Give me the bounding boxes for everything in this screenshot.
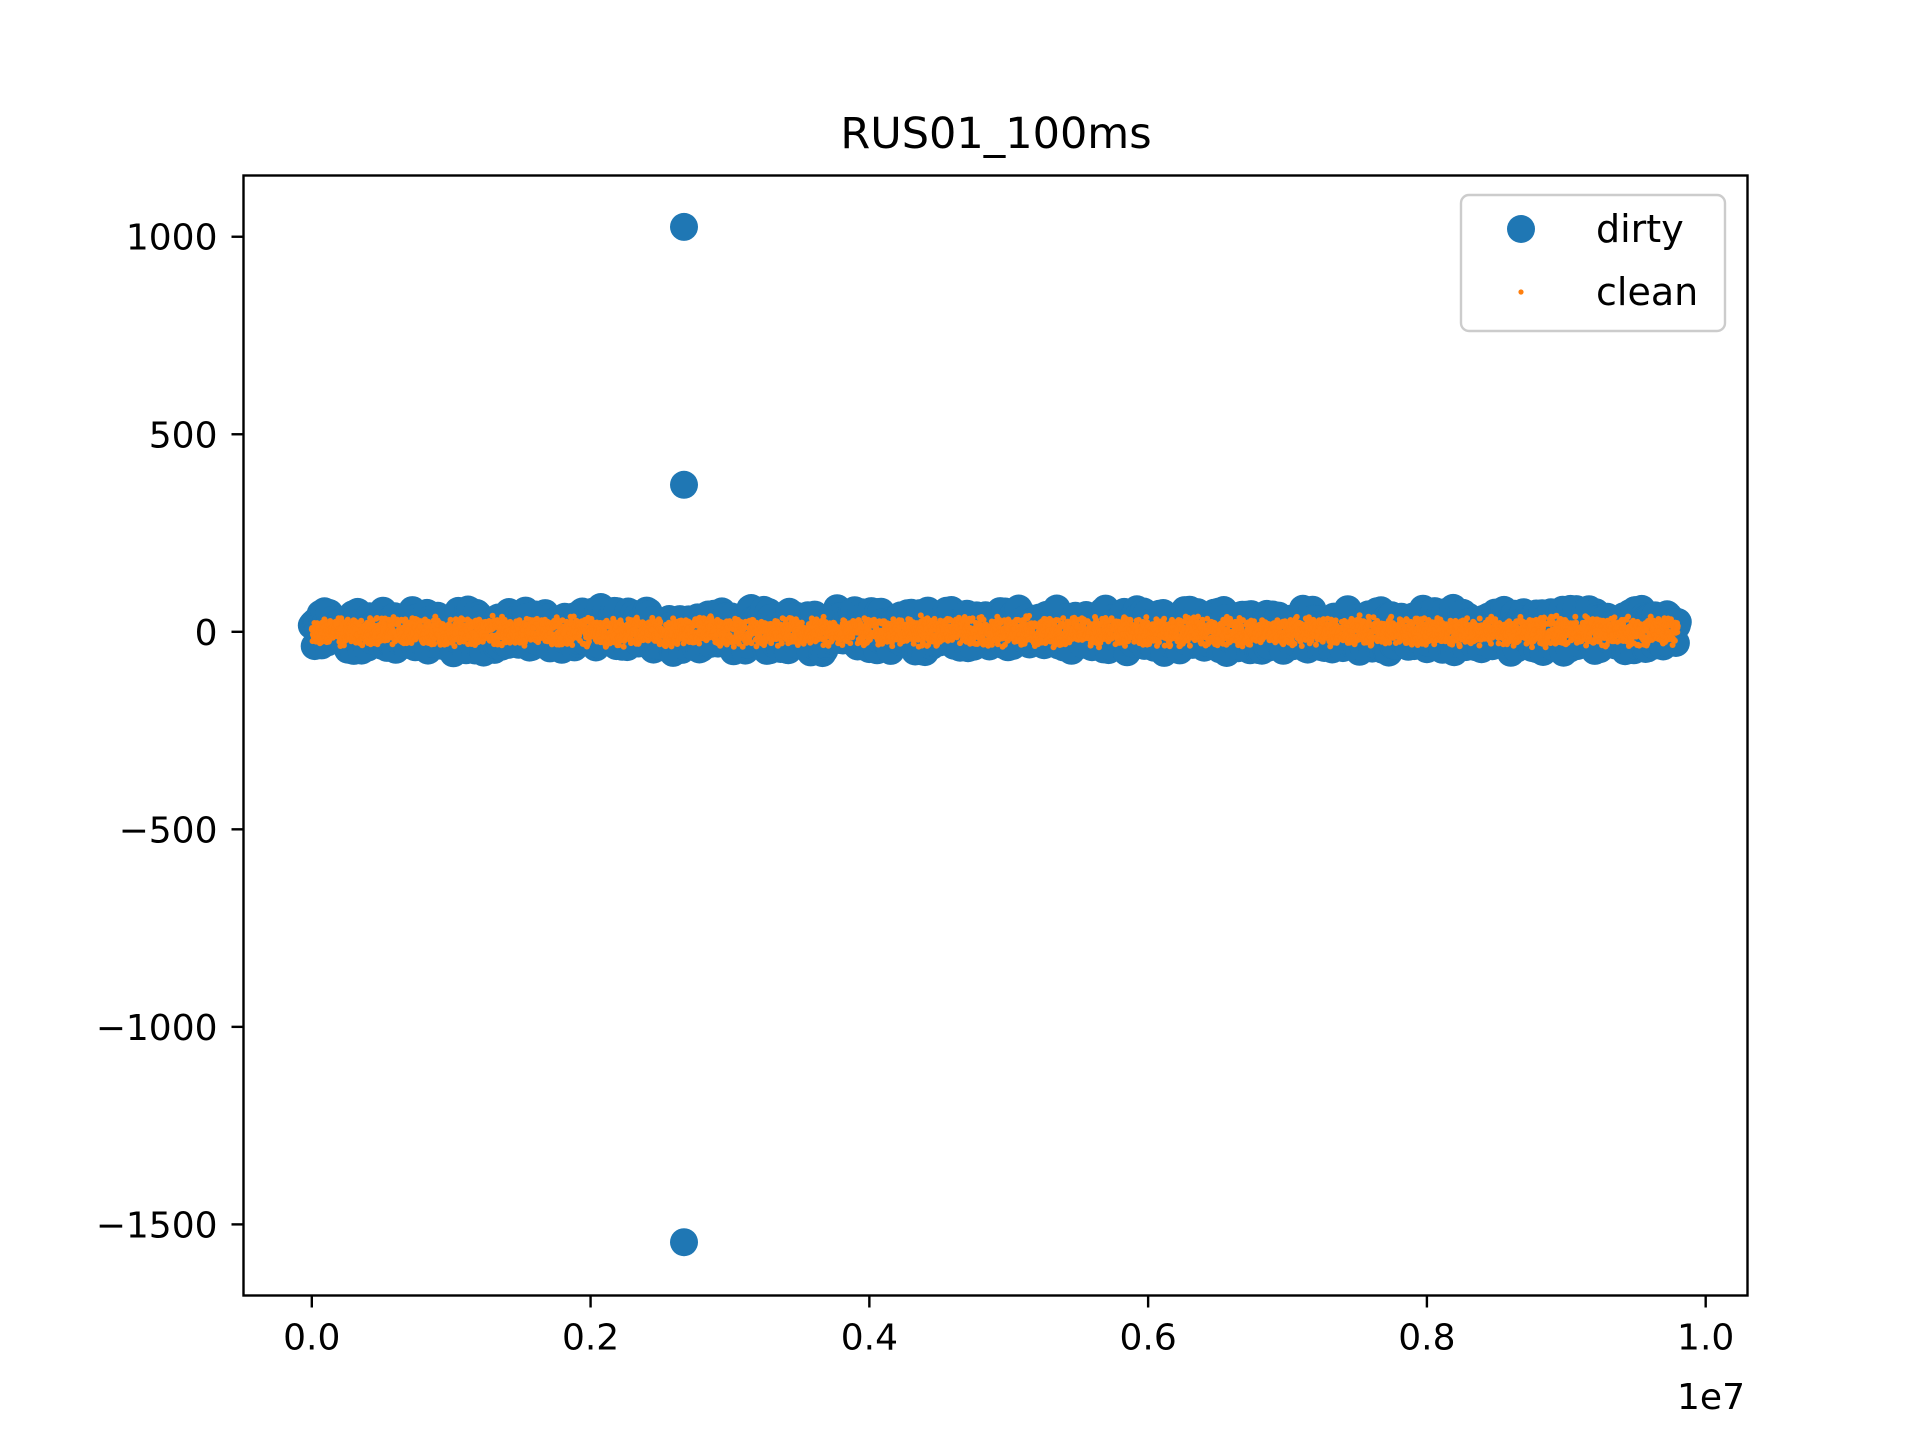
point-clean bbox=[889, 643, 896, 650]
point-clean bbox=[730, 643, 737, 650]
point-clean bbox=[570, 613, 577, 620]
point-clean bbox=[569, 642, 576, 648]
point-clean bbox=[444, 640, 451, 647]
point-clean bbox=[601, 627, 608, 634]
point-dirty-outlier bbox=[670, 470, 698, 499]
point-clean bbox=[1186, 642, 1193, 649]
point-clean bbox=[374, 615, 380, 621]
point-clean bbox=[338, 615, 345, 622]
data-layer bbox=[297, 212, 1692, 1257]
point-clean bbox=[685, 618, 692, 625]
point-clean bbox=[748, 640, 755, 647]
point-clean bbox=[1161, 615, 1168, 622]
point-clean bbox=[586, 638, 592, 645]
point-clean bbox=[548, 641, 555, 648]
point-clean bbox=[451, 643, 458, 650]
point-clean bbox=[321, 617, 328, 624]
point-dirty-outlier bbox=[670, 212, 698, 241]
point-clean bbox=[340, 642, 347, 649]
point-clean bbox=[847, 640, 854, 647]
point-clean bbox=[1143, 614, 1150, 621]
point-clean bbox=[431, 641, 437, 647]
series-clean bbox=[308, 612, 1681, 651]
point-clean bbox=[516, 617, 523, 624]
point-clean bbox=[620, 643, 627, 650]
point-clean bbox=[1026, 612, 1033, 619]
point-clean bbox=[489, 612, 496, 619]
point-clean bbox=[739, 643, 746, 650]
point-clean bbox=[1167, 642, 1174, 649]
point-clean bbox=[359, 642, 366, 649]
point-clean bbox=[820, 613, 827, 620]
point-clean bbox=[447, 616, 454, 623]
point-dirty-outlier bbox=[670, 1228, 698, 1257]
point-clean bbox=[358, 617, 365, 624]
point-clean bbox=[657, 618, 664, 625]
chart-title: RUS01_100ms bbox=[840, 109, 1151, 159]
point-clean bbox=[1156, 639, 1163, 646]
